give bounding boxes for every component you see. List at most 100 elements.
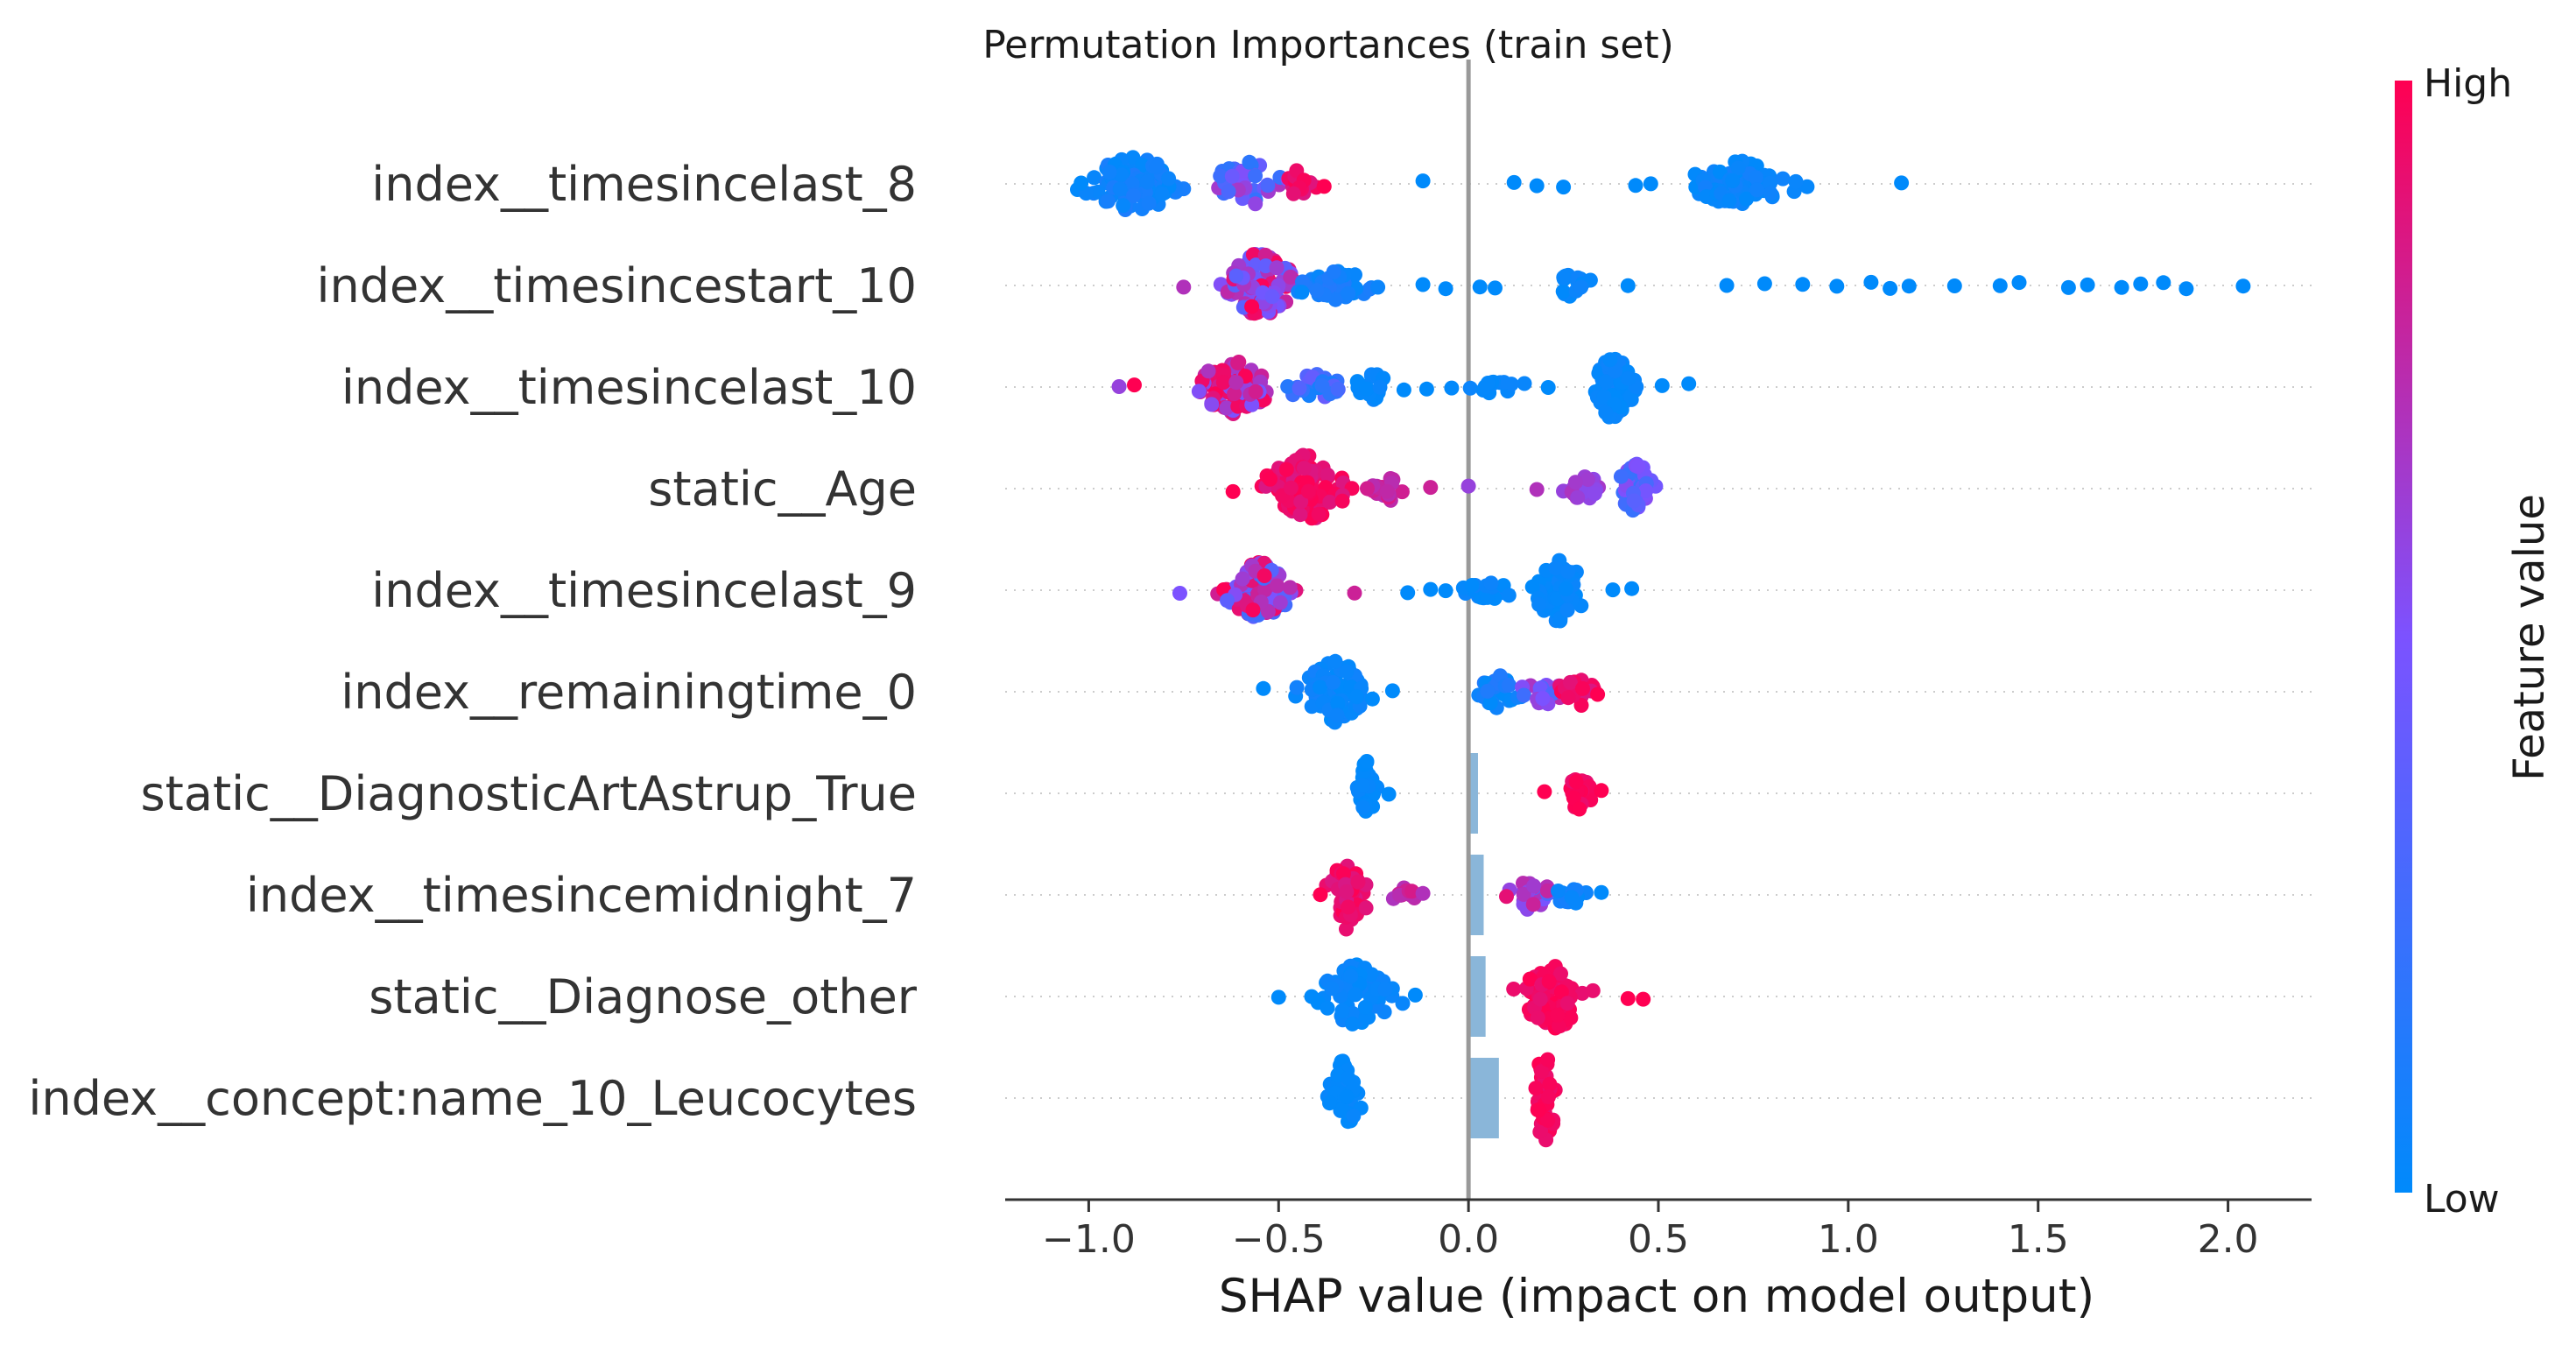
- shap-point: [1585, 982, 1601, 998]
- shap-point: [1799, 179, 1815, 194]
- shap-point: [1289, 680, 1305, 695]
- shap-point: [1293, 494, 1309, 510]
- shap-point: [1204, 397, 1220, 412]
- shap-point: [1316, 179, 1332, 194]
- shap-point: [1415, 173, 1431, 189]
- x-tick-label: 1.0: [1818, 1217, 1879, 1262]
- shap-point: [1349, 689, 1364, 705]
- shap-point: [1296, 461, 1312, 476]
- shap-point: [1483, 575, 1499, 591]
- shap-point: [1598, 374, 1614, 390]
- shap-point: [2178, 281, 2194, 297]
- shap-point: [1280, 379, 1296, 394]
- x-tick-label: 2.0: [2198, 1217, 2259, 1262]
- shap-point: [1460, 478, 1476, 494]
- colorbar: High Low Feature value: [2395, 61, 2554, 1222]
- shap-point: [1221, 184, 1236, 200]
- shap-point: [1309, 283, 1325, 299]
- shap-point: [1329, 708, 1345, 723]
- shap-point: [1257, 582, 1273, 598]
- shap-point: [1590, 687, 1606, 702]
- shap-point: [1343, 968, 1359, 984]
- shap-point: [1654, 377, 1670, 393]
- shap-point: [1620, 278, 1636, 293]
- shap-point: [1127, 377, 1142, 393]
- shap-point: [1628, 178, 1643, 194]
- shap-point: [1224, 168, 1240, 184]
- shap-point: [1598, 405, 1614, 420]
- shap-point: [1530, 1010, 1545, 1025]
- shap-point: [1359, 754, 1375, 769]
- shap-point: [1111, 379, 1127, 394]
- shap-point: [1559, 996, 1575, 1011]
- shap-point: [1496, 375, 1512, 391]
- shap-point: [2235, 278, 2251, 294]
- shap-point: [1638, 483, 1654, 498]
- shap-point: [1532, 991, 1548, 1007]
- shap-point: [1100, 194, 1116, 209]
- shap-point: [1313, 680, 1327, 695]
- shap-point: [1381, 786, 1397, 802]
- shap-point: [1311, 506, 1327, 522]
- x-tick-label: 1.5: [2008, 1217, 2069, 1262]
- shap-point: [1560, 690, 1576, 706]
- shap-point: [1327, 653, 1343, 669]
- shap-point: [1636, 991, 1651, 1007]
- feature-label: index__timesincemidnight_7: [246, 868, 917, 923]
- shap-point: [1499, 889, 1514, 905]
- shap-point: [1564, 890, 1580, 905]
- shap-point: [1488, 280, 1503, 296]
- shap-point: [1176, 279, 1192, 295]
- importance-bar: [1468, 753, 1478, 834]
- x-axis-label: SHAP value (impact on model output): [1219, 1270, 2094, 1323]
- shap-point: [1423, 581, 1439, 597]
- shap-point: [1213, 168, 1228, 184]
- shap-point: [1540, 1089, 1556, 1105]
- shap-point: [1322, 495, 1338, 510]
- feature-label: index__timesincelast_10: [341, 360, 917, 415]
- shap-point: [1270, 578, 1285, 594]
- feature-labels: index__timesincelast_8 index__timesincest…: [28, 157, 917, 1126]
- shap-point: [1364, 691, 1380, 707]
- shap-point: [1112, 181, 1128, 197]
- shap-point: [1502, 678, 1517, 693]
- shap-point: [1087, 170, 1102, 186]
- shap-point: [1556, 270, 1572, 285]
- colorbar-low-label: Low: [2424, 1177, 2500, 1222]
- feature-label: index__concept:name_10_Leucocytes: [28, 1071, 917, 1126]
- shap-point: [1572, 801, 1587, 817]
- feature-label: index__timesincelast_9: [371, 563, 917, 618]
- shap-point: [1358, 900, 1374, 916]
- shap-point: [1462, 380, 1478, 396]
- shap-point: [1533, 1123, 1549, 1138]
- shap-point: [1540, 1112, 1556, 1128]
- shap-point: [1540, 1052, 1556, 1067]
- shap-point: [1506, 982, 1522, 996]
- shap-point: [1139, 174, 1155, 190]
- shap-point: [1359, 381, 1375, 397]
- shap-point: [1553, 966, 1568, 982]
- shap-point: [1438, 281, 1453, 297]
- shap-point: [1278, 461, 1294, 477]
- shap-point: [1407, 987, 1423, 1003]
- x-tick-label: 0.0: [1438, 1217, 1499, 1262]
- shap-point: [1480, 683, 1496, 699]
- shap-point: [1116, 198, 1131, 214]
- shap-point: [1444, 380, 1460, 396]
- shap-point: [1553, 984, 1569, 1000]
- importance-bar: [1468, 855, 1484, 935]
- shap-point: [1883, 280, 1898, 296]
- shap-point: [1559, 581, 1573, 596]
- shap-point: [1191, 384, 1207, 399]
- shap-point: [1531, 596, 1547, 612]
- shap-point: [1292, 507, 1308, 523]
- shap-point: [1541, 974, 1557, 989]
- shap-point: [1795, 277, 1811, 292]
- shap-point: [1482, 695, 1498, 711]
- shap-point: [1322, 1095, 1337, 1111]
- shap-point: [1248, 168, 1263, 184]
- shap-point: [1285, 186, 1301, 201]
- x-tick-label: −1.0: [1042, 1217, 1136, 1262]
- shap-point: [1348, 267, 1362, 283]
